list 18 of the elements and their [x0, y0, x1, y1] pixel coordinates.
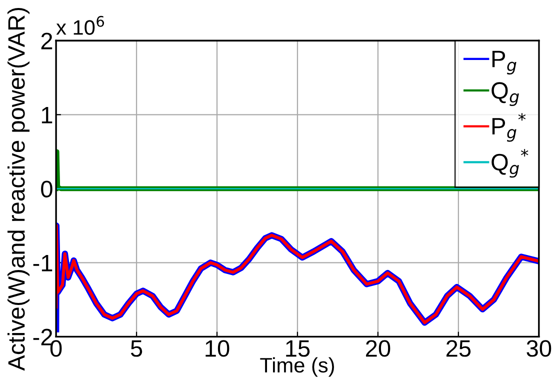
y-axis-title: Active(W)and reactive power(VAR)	[8, 8, 30, 371]
y-tick-label: 1	[42, 106, 52, 124]
y-tick-label: 2	[41, 32, 52, 50]
y-tick-label: -2	[33, 328, 52, 346]
x-tick-label: 5	[130, 340, 142, 357]
x-axis-title: Time (s)	[260, 357, 334, 377]
text: x 10$^{6}$	[56, 16, 104, 35]
legend-label: Q$_{g}$$^{*}$	[492, 148, 528, 178]
y-tick-label: -1	[33, 254, 52, 272]
legend-label: P$_{g}$$^{*}$	[492, 113, 526, 142]
x-tick-label: 10	[206, 340, 230, 357]
legend-label: Q$_{g}$	[492, 82, 519, 106]
x-tick-label: 25	[446, 340, 471, 357]
x-tick-label: 15	[286, 340, 310, 357]
x-tick-label: 30	[526, 340, 552, 357]
x-tick-label: 20	[366, 340, 390, 357]
y-tick-label: 0	[41, 180, 52, 198]
legend-label: P$_{g}$	[492, 50, 516, 74]
